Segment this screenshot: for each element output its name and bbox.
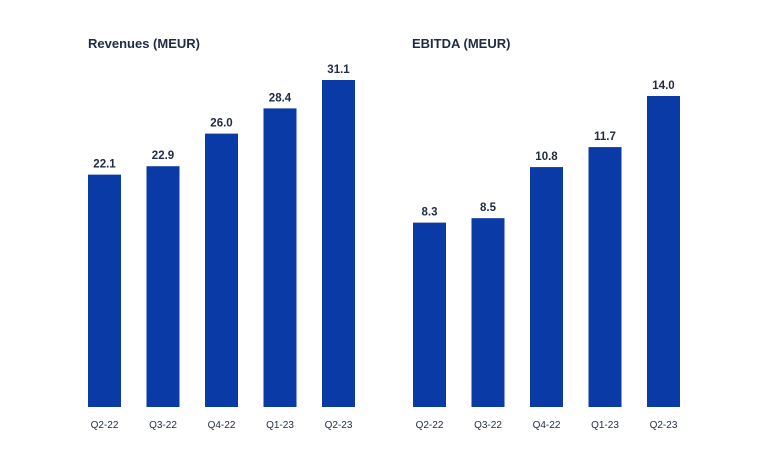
ebitda-chart: EBITDA (MEUR) 8.3 Q2-22 8.5 Q3-22 10.8 Q4-22 1… <box>412 36 680 431</box>
ebitda-value-label: 8.3 <box>422 207 438 219</box>
ebitda-category-label: Q2-23 <box>650 420 678 431</box>
ebitda-category-label: Q2-22 <box>416 420 444 431</box>
ebitda-category-label: Q3-22 <box>474 420 502 431</box>
revenues-category-label: Q2-22 <box>91 420 119 431</box>
ebitda-value-label: 10.8 <box>535 151 558 163</box>
ebitda-value-label: 14.0 <box>652 80 674 92</box>
revenues-value-label: 31.1 <box>327 64 350 76</box>
revenues-chart-title: Revenues (MEUR) <box>88 36 200 51</box>
ebitda-category-label: Q4-22 <box>533 420 561 431</box>
revenues-value-label: 26.0 <box>210 118 232 130</box>
revenues-bar <box>322 80 355 407</box>
ebitda-bar <box>413 222 446 407</box>
revenues-category-label: Q1-23 <box>266 420 294 431</box>
revenues-value-label: 22.1 <box>93 159 116 171</box>
revenues-value-label: 22.9 <box>152 150 174 162</box>
revenues-value-label: 28.4 <box>269 92 292 104</box>
ebitda-value-label: 8.5 <box>480 202 497 214</box>
ebitda-bar <box>647 96 680 407</box>
revenues-bar <box>88 174 121 407</box>
ebitda-bar <box>530 167 563 407</box>
revenues-category-label: Q4-22 <box>208 420 236 431</box>
revenues-category-label: Q2-23 <box>325 420 353 431</box>
revenues-bar <box>263 108 297 407</box>
ebitda-bar <box>471 218 505 407</box>
ebitda-value-label: 11.7 <box>594 131 616 143</box>
revenues-category-label: Q3-22 <box>149 420 177 431</box>
ebitda-chart-title: EBITDA (MEUR) <box>412 36 510 51</box>
revenues-bar <box>205 133 238 408</box>
revenues-bar <box>146 166 180 407</box>
ebitda-category-label: Q1-23 <box>591 420 619 431</box>
revenues-chart: Revenues (MEUR) 22.1 Q2-22 22.9 Q3-22 26.0 Q4… <box>88 36 355 431</box>
ebitda-bar <box>588 147 622 408</box>
